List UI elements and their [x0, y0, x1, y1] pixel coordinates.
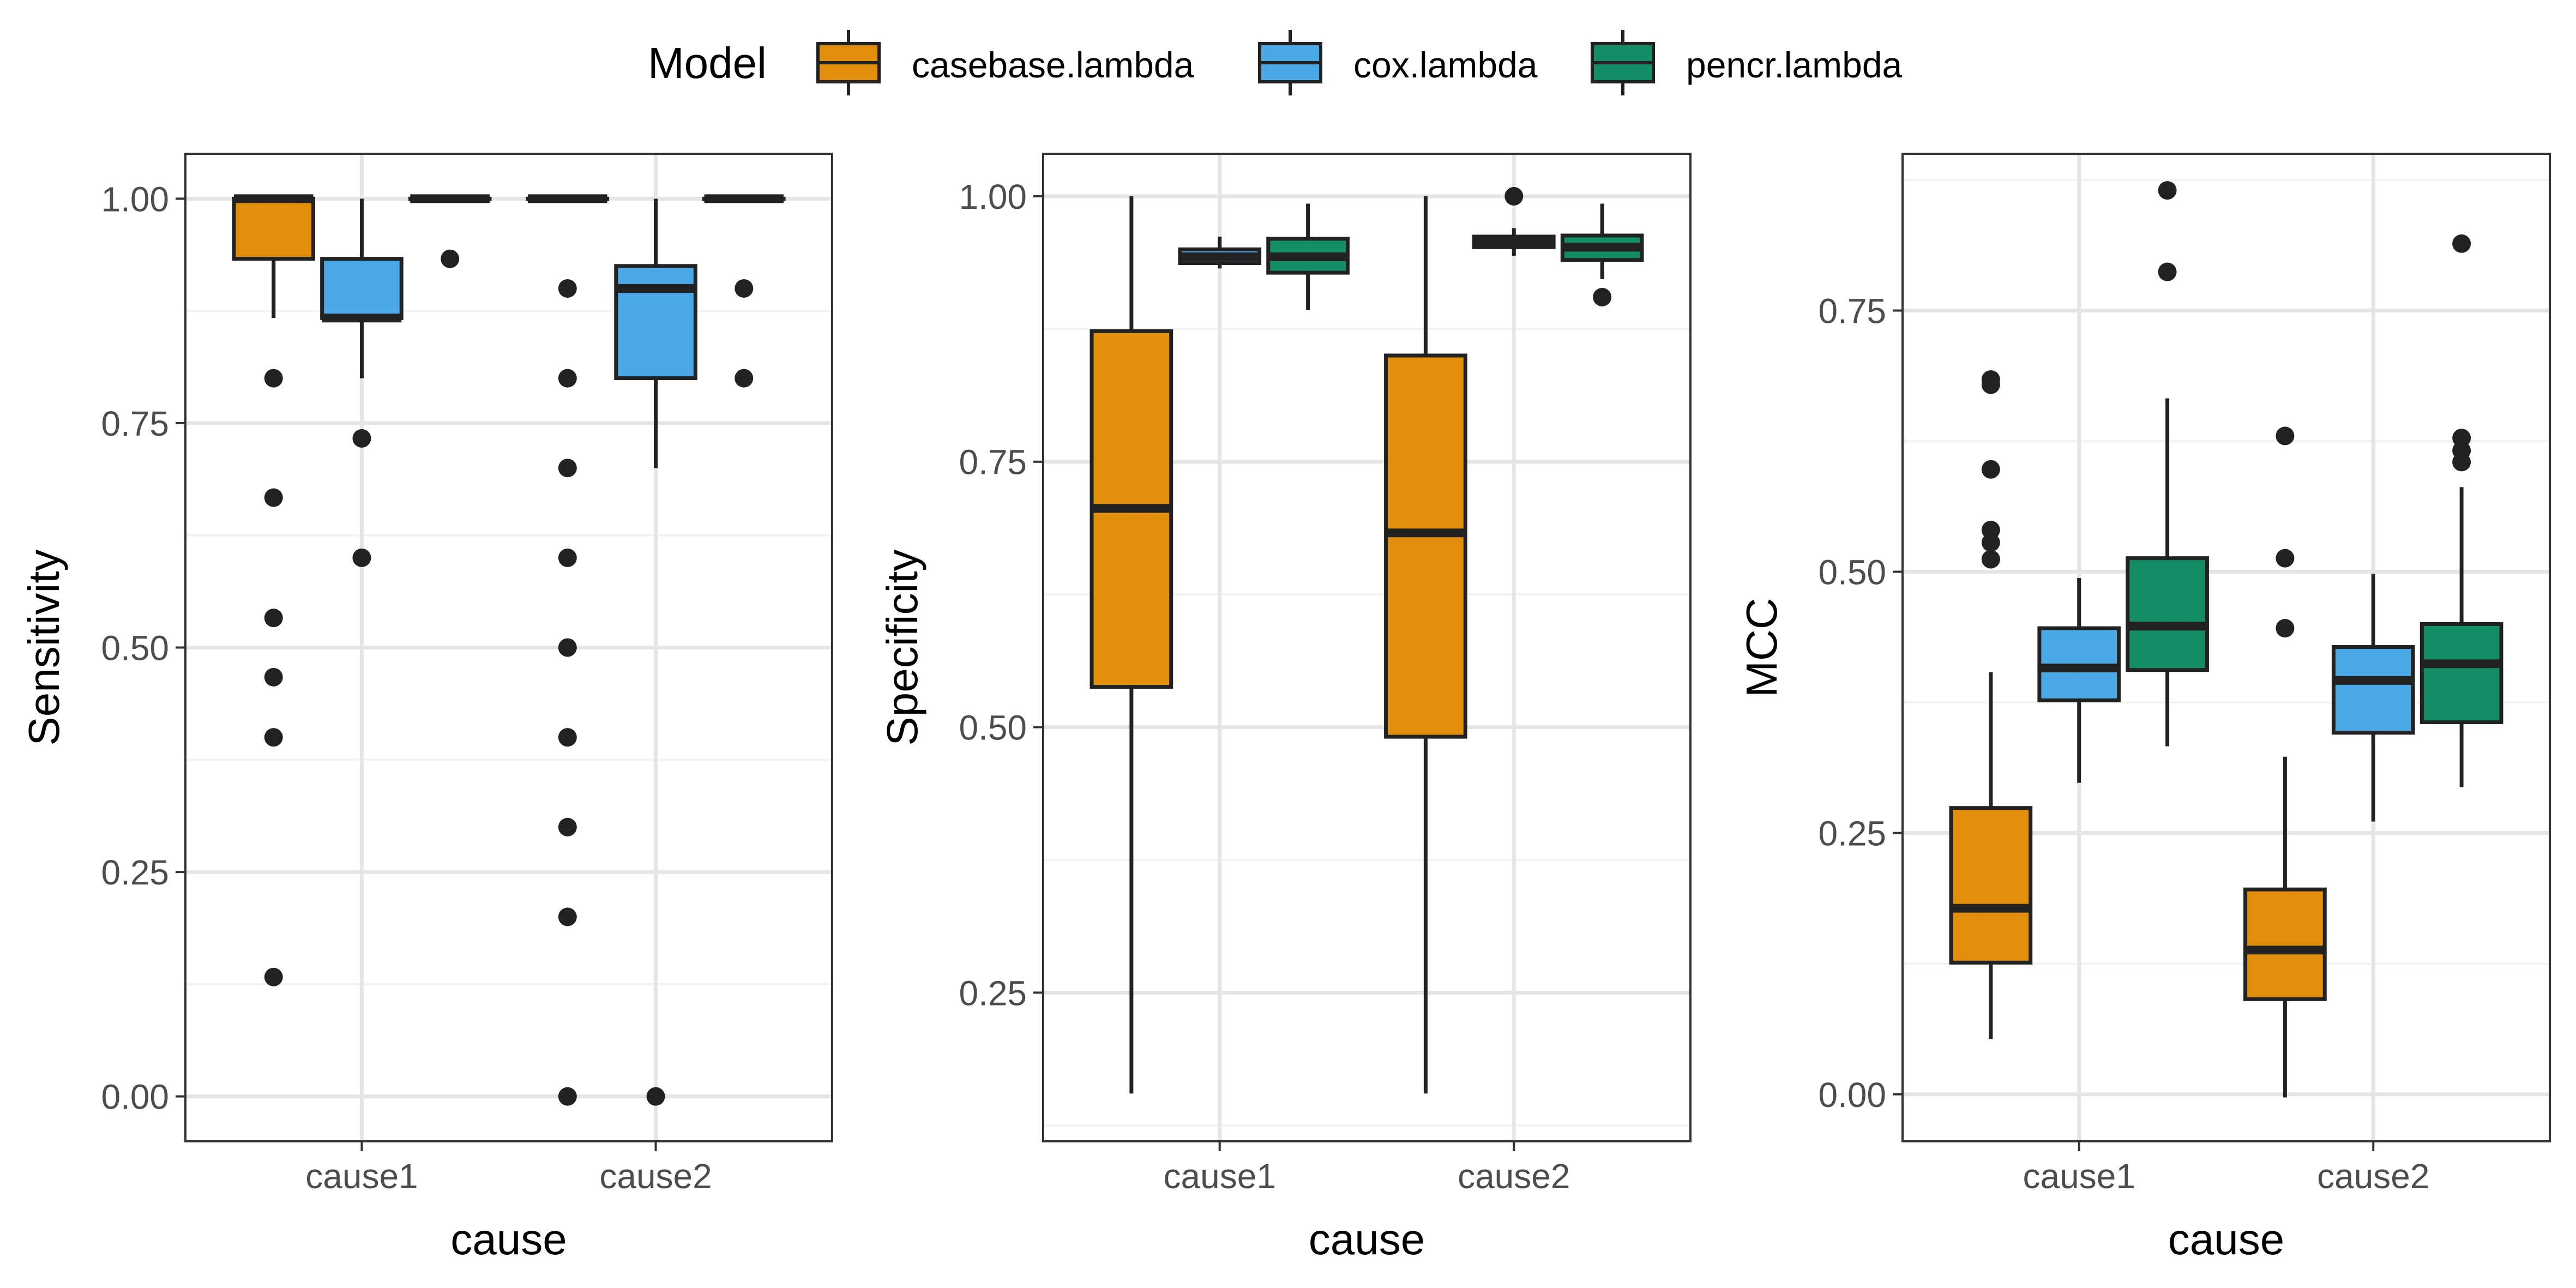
outlier-point [2276, 426, 2295, 446]
legend: Model casebase.lambda cox.lambda pencr.lam… [648, 30, 1903, 95]
x-axis-title: cause [2168, 1215, 2284, 1263]
panel-specificity: 0.25 0.50 0.75 1.00 cause1 cause2 cause Specifi… [878, 153, 1692, 1263]
outlier-point [558, 817, 577, 836]
outlier-point [264, 488, 283, 507]
outlier-point [558, 279, 577, 298]
y-tick-label: 1.00 [101, 179, 169, 219]
y-tick-label: 1.00 [959, 177, 1027, 216]
box-pencr.lambda-cause2 [702, 194, 786, 388]
panel-sensitivity: 0.00 0.25 0.50 0.75 1.00 cause1 cause2 cause Sen… [20, 153, 833, 1263]
y-tick-label: 0.50 [959, 708, 1027, 748]
box-pencr.lambda-cause2 [1560, 203, 1644, 306]
outlier-point [558, 638, 577, 657]
y-tick-label: 0.00 [1818, 1075, 1886, 1115]
legend-entry-label: cox.lambda [1353, 45, 1538, 85]
box-casebase.lambda-cause1 [232, 194, 316, 986]
y-tick-label: 0.50 [101, 629, 169, 668]
box-casebase.lambda-cause1 [1090, 196, 1173, 1094]
outlier-point [1593, 287, 1612, 306]
y-tick-label: 0.75 [959, 443, 1027, 482]
box-iqr [2126, 556, 2209, 672]
outlier-point [264, 369, 283, 388]
outlier-point [2276, 619, 2295, 638]
x-axis-title: cause [450, 1215, 567, 1263]
outlier-point [264, 728, 283, 747]
box-iqr [320, 257, 404, 320]
box-iqr [2243, 887, 2327, 1001]
outlier-point [558, 369, 577, 388]
box-casebase.lambda-cause2 [1384, 196, 1467, 1094]
y-tick-label: 0.50 [1818, 553, 1886, 592]
legend-entry-label: pencr.lambda [1686, 45, 1903, 85]
box-iqr [1384, 353, 1467, 739]
outlier-point [558, 459, 577, 478]
box-pencr.lambda-cause1 [1266, 203, 1350, 310]
x-axis-title: cause [1309, 1215, 1425, 1263]
outlier-point [2158, 262, 2177, 281]
y-tick-label: 0.25 [1818, 814, 1886, 853]
box-pencr.lambda-cause2 [2419, 234, 2503, 787]
y-tick-label: 0.75 [101, 404, 169, 443]
box-iqr [232, 196, 316, 261]
outlier-point [2452, 453, 2471, 472]
outlier-point [352, 548, 371, 567]
legend-title: Model [648, 39, 767, 87]
box-pencr.lambda-cause1 [2126, 181, 2209, 747]
x-tick-label: cause2 [1458, 1157, 1570, 1196]
y-axis-title: Specificity [878, 549, 926, 745]
outlier-point [2276, 549, 2295, 568]
y-axis-title: MCC [1737, 598, 1786, 697]
outlier-point [558, 728, 577, 747]
outlier-point [2158, 181, 2177, 200]
panel-border [1901, 153, 2551, 1142]
y-tick-label: 0.00 [101, 1078, 169, 1117]
outlier-point [1504, 186, 1524, 206]
outlier-point [1981, 550, 2000, 569]
box-cox.lambda-cause2 [614, 198, 697, 1106]
outlier-point [1981, 460, 2000, 479]
box-casebase.lambda-cause2 [2243, 426, 2327, 1098]
outlier-point [441, 249, 460, 268]
outlier-point [264, 967, 283, 986]
y-axis-title: Sensitivity [20, 549, 68, 745]
box-iqr [2331, 645, 2415, 735]
x-tick-label: cause1 [1164, 1157, 1276, 1196]
x-tick-label: cause2 [2317, 1157, 2429, 1196]
box-pencr.lambda-cause1 [408, 194, 492, 268]
legend-entry-label: casebase.lambda [912, 45, 1194, 85]
panel-mcc: 0.00 0.25 0.50 0.75 cause1 cause2 cause MCC [1737, 153, 2551, 1263]
box-casebase.lambda-cause2 [526, 194, 610, 1106]
outlier-point [558, 548, 577, 567]
x-tick-label: cause1 [2023, 1157, 2135, 1196]
outlier-point [558, 907, 577, 926]
box-cox.lambda-cause1 [320, 198, 404, 567]
x-tick-label: cause1 [305, 1157, 418, 1196]
outlier-point [264, 609, 283, 628]
box-iqr [1949, 806, 2033, 965]
y-tick-label: 0.75 [1818, 291, 1886, 330]
box-iqr [614, 264, 697, 381]
outlier-point [352, 429, 371, 448]
outlier-point [2452, 234, 2471, 253]
outlier-point [558, 1087, 577, 1106]
box-casebase.lambda-cause1 [1949, 370, 2033, 1039]
outlier-point [264, 667, 283, 687]
x-tick-label: cause2 [599, 1157, 712, 1196]
outlier-point [1981, 533, 2000, 552]
outlier-point [1981, 375, 2000, 394]
box-cox.lambda-cause1 [2037, 578, 2121, 783]
box-cox.lambda-cause1 [1178, 236, 1262, 269]
box-cox.lambda-cause2 [2331, 574, 2415, 822]
box-cox.lambda-cause2 [1472, 186, 1556, 256]
y-tick-label: 0.25 [101, 853, 169, 892]
panel-border [1042, 153, 1692, 1142]
outlier-point [735, 279, 754, 298]
y-tick-label: 0.25 [959, 973, 1027, 1013]
outlier-point [646, 1087, 665, 1106]
outlier-point [735, 369, 754, 388]
box-iqr [2419, 622, 2503, 725]
